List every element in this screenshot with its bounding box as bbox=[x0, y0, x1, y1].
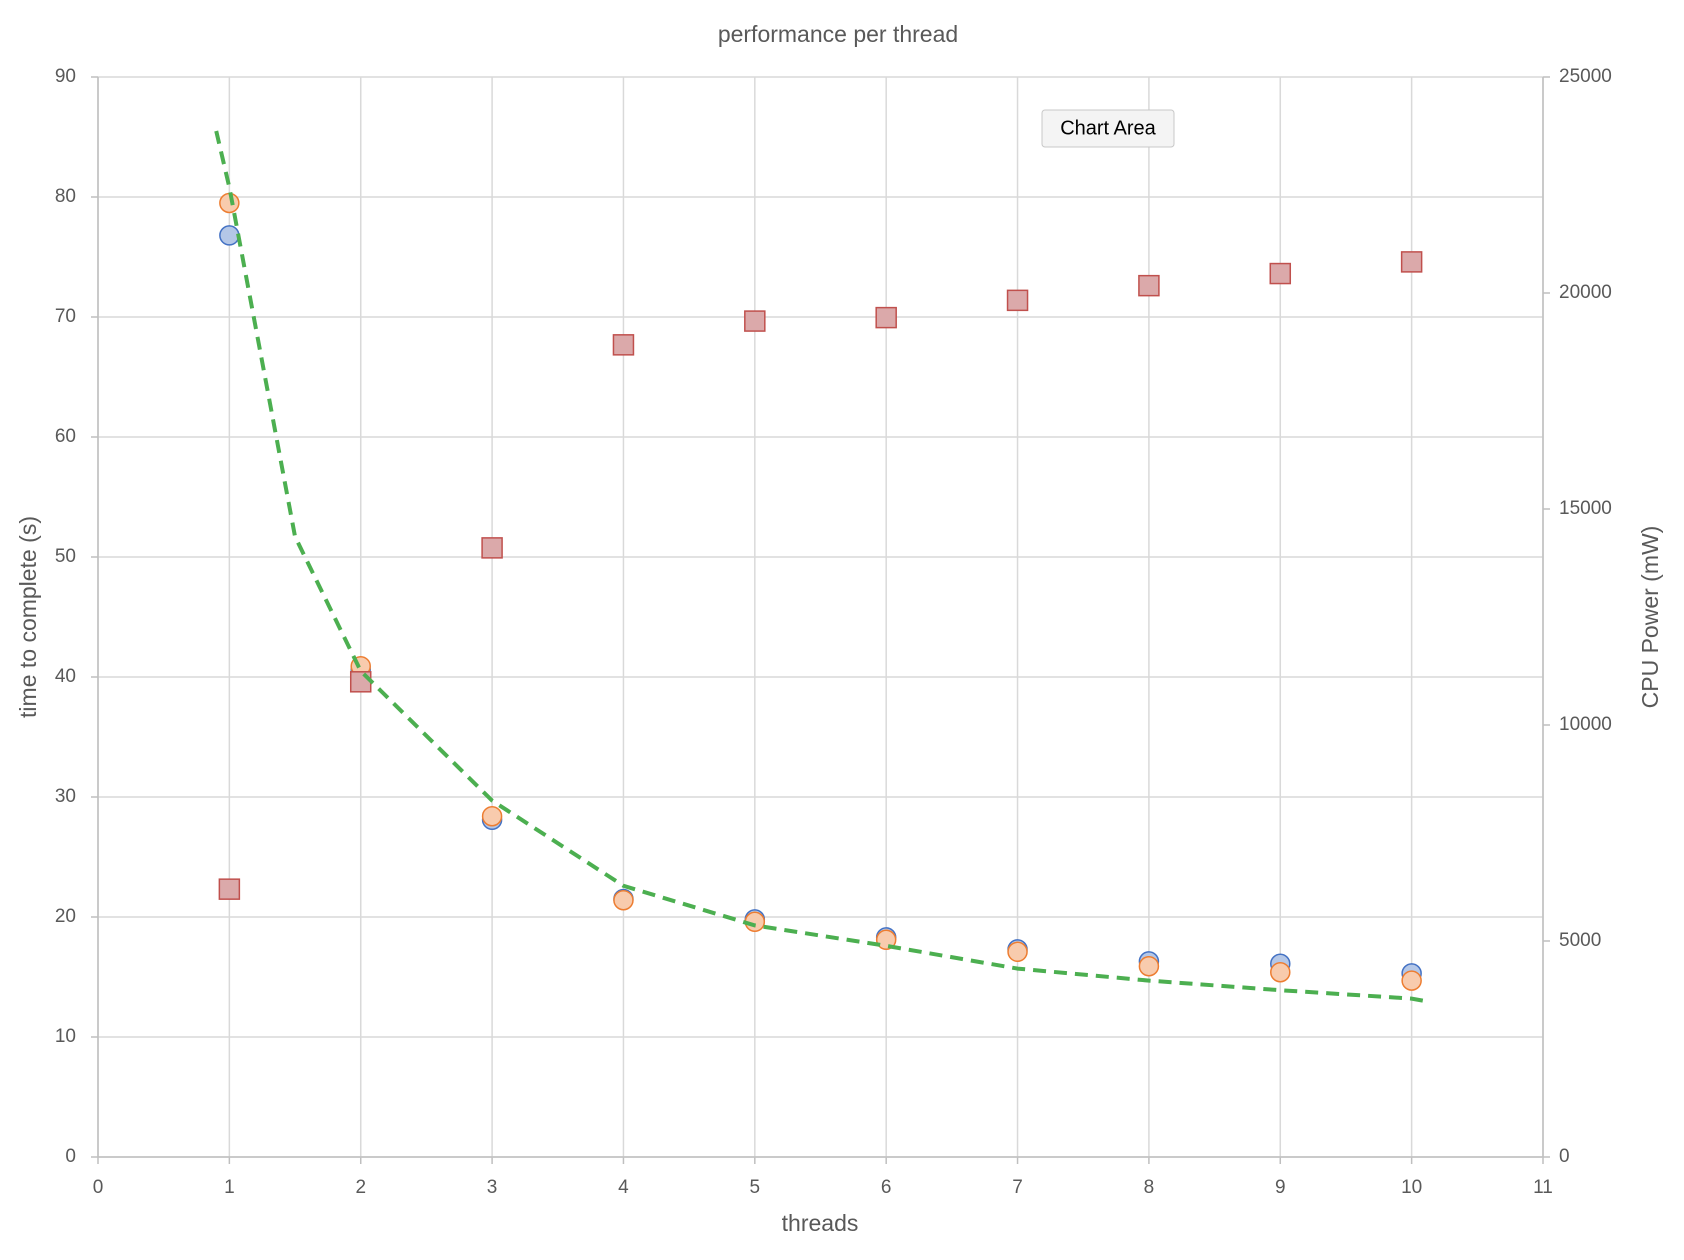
y-axis-title: time to complete (s) bbox=[15, 516, 41, 718]
x-tick-label: 3 bbox=[487, 1177, 498, 1198]
point bbox=[875, 929, 897, 951]
x-tick-label: 0 bbox=[93, 1177, 104, 1198]
square-point bbox=[218, 878, 241, 900]
x-tick-label: 9 bbox=[1275, 1177, 1286, 1198]
trendline bbox=[214, 130, 1426, 1003]
y-tick-label: 50 bbox=[55, 546, 76, 567]
x-tick-label: 5 bbox=[750, 1177, 761, 1198]
square-point bbox=[1006, 289, 1029, 312]
x-tick-label: 2 bbox=[355, 1177, 366, 1198]
y-tick-label: 0 bbox=[65, 1146, 76, 1167]
y2-tick-label: 15000 bbox=[1559, 498, 1612, 519]
y-tick-label: 70 bbox=[55, 306, 76, 327]
x-tick-label: 10 bbox=[1401, 1177, 1422, 1198]
chart-title: performance per thread bbox=[718, 21, 958, 47]
point bbox=[1138, 955, 1160, 977]
point bbox=[219, 225, 240, 246]
y-tick-label: 90 bbox=[55, 66, 76, 87]
square-point bbox=[875, 306, 897, 329]
square-point bbox=[481, 537, 503, 559]
square-point bbox=[612, 334, 635, 356]
square-point bbox=[744, 310, 766, 332]
tooltip-box bbox=[1041, 109, 1175, 148]
y2-tick-label: 25000 bbox=[1559, 66, 1612, 87]
y-tick-label: 60 bbox=[55, 426, 76, 447]
y2-tick-label: 5000 bbox=[1559, 930, 1601, 951]
y-tick-label: 30 bbox=[55, 786, 76, 807]
square-point bbox=[1400, 251, 1423, 273]
plot-area: 0 1 2 3 4 5 6 7 8 9 10 11 0 10 20 30 40 50 60 70 80 90 0 5000 10… bbox=[55, 66, 1612, 1198]
x-tick-label: 7 bbox=[1012, 1177, 1023, 1198]
x-tick-label: 4 bbox=[618, 1177, 629, 1198]
point bbox=[481, 805, 503, 827]
square-point bbox=[349, 671, 372, 693]
point bbox=[613, 889, 634, 911]
y-tick-label: 10 bbox=[55, 1026, 76, 1047]
point bbox=[1270, 961, 1291, 983]
tooltip: Chart Area bbox=[1041, 109, 1175, 148]
y-tick-label: 20 bbox=[55, 906, 76, 927]
y2-axis-title: CPU Power (mW) bbox=[1637, 526, 1663, 709]
x-tick-label: 6 bbox=[881, 1177, 892, 1198]
point bbox=[1401, 970, 1422, 991]
y-tick-label: 80 bbox=[55, 186, 76, 207]
tooltip-text: Chart Area bbox=[1060, 117, 1156, 139]
point bbox=[1007, 941, 1028, 963]
y-tick-label: 40 bbox=[55, 666, 76, 687]
square-point bbox=[1269, 262, 1292, 285]
y2-tick-label: 10000 bbox=[1559, 714, 1612, 735]
x-tick-label: 8 bbox=[1144, 1177, 1155, 1198]
y2-tick-label: 0 bbox=[1559, 1146, 1570, 1167]
x-axis-title: threads bbox=[782, 1210, 859, 1236]
x-tick-label: 1 bbox=[224, 1177, 235, 1198]
y2-tick-label: 20000 bbox=[1559, 282, 1612, 303]
square-point bbox=[1138, 274, 1160, 297]
x-tick-label: 11 bbox=[1533, 1177, 1553, 1198]
